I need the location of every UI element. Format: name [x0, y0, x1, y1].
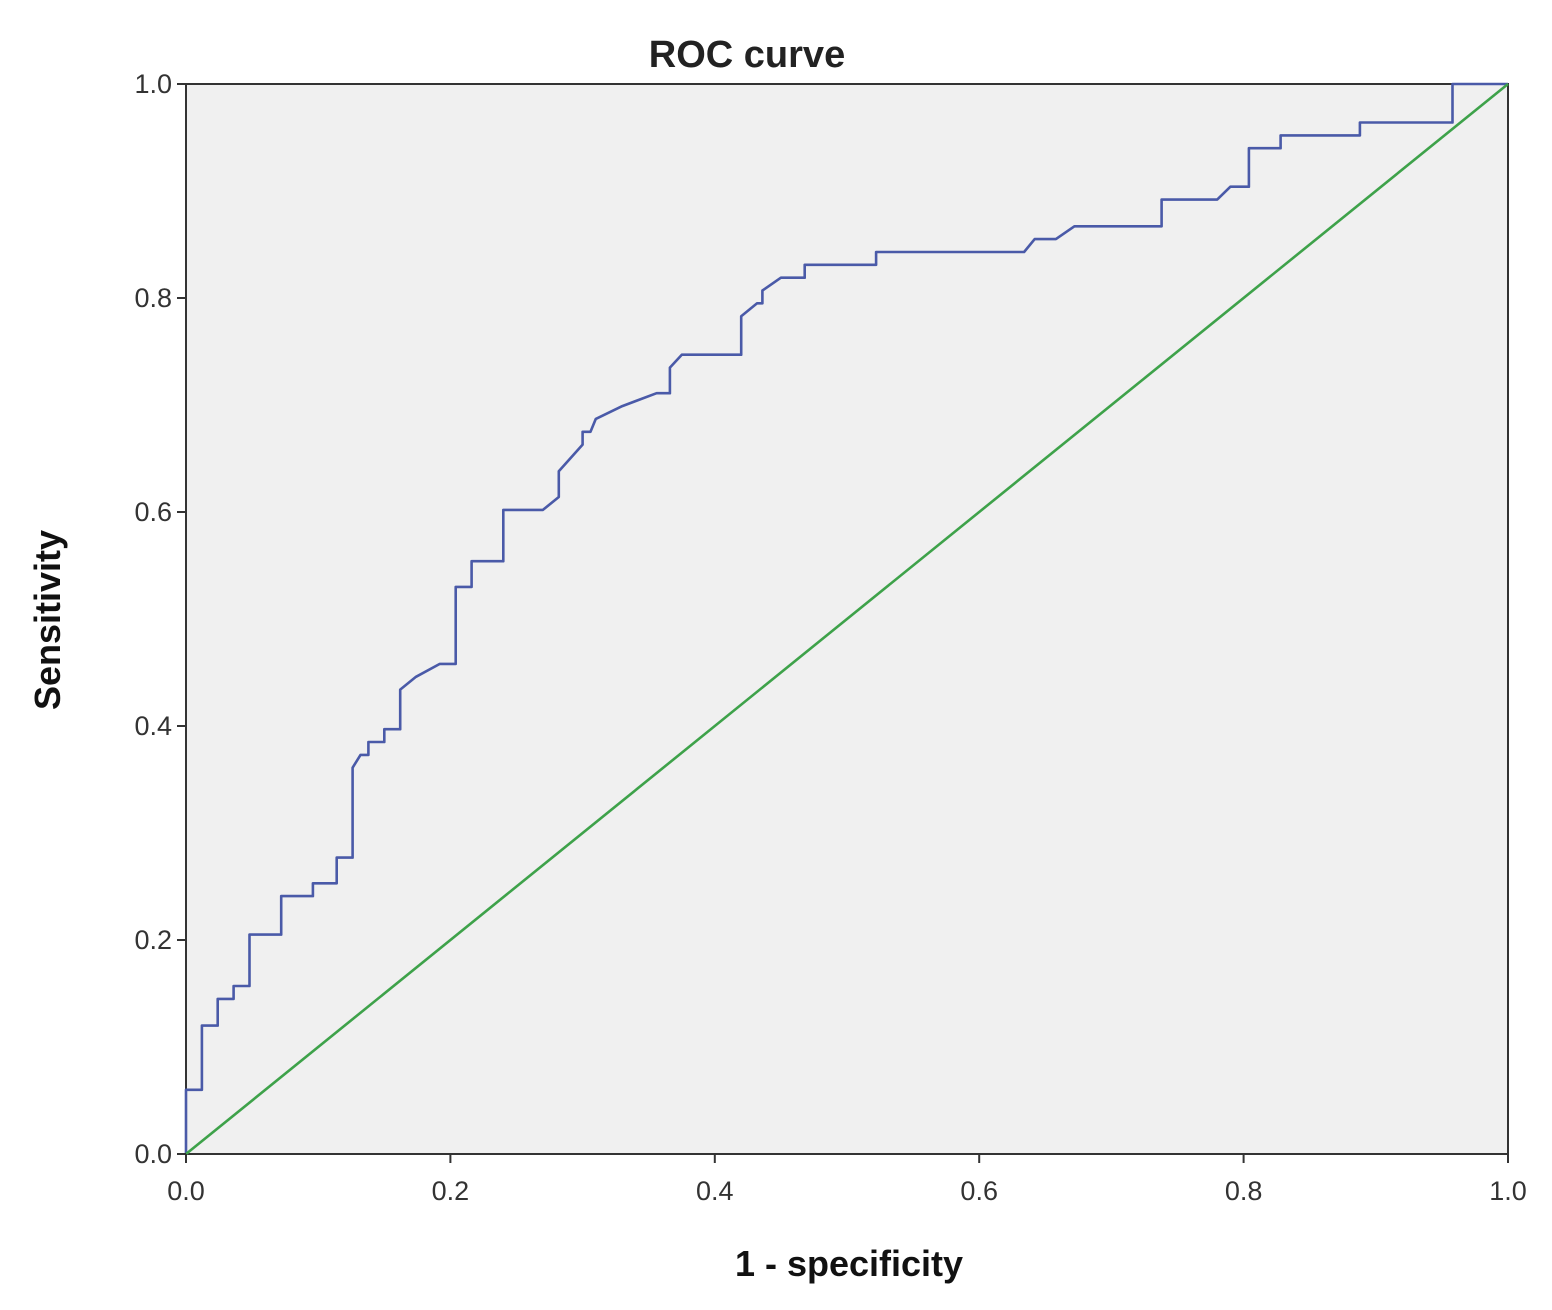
- x-tick-label: 0.8: [1225, 1176, 1263, 1206]
- y-axis-label: Sensitivity: [27, 530, 68, 710]
- roc-curve-line: [184, 82, 1508, 1154]
- x-axis-label: 1 - specificity: [735, 1243, 963, 1284]
- y-tick-label: 1.0: [134, 69, 172, 99]
- y-tick-label: 0.6: [134, 497, 172, 527]
- ticks-layer: 0.0 0.2 0.4 0.6 0.8 1.0 0.0 0.2 0.4 0.6 0.8 1.0: [134, 69, 1526, 1206]
- chart-title: ROC curve: [649, 34, 845, 76]
- y-tick-label: 0.4: [134, 711, 172, 741]
- x-tick-label: 1.0: [1489, 1176, 1527, 1206]
- series-layer: [184, 82, 1509, 1156]
- reference-diagonal-line: [185, 82, 1509, 1156]
- x-tick-label: 0.6: [960, 1176, 998, 1206]
- x-tick-label: 0.2: [432, 1176, 470, 1206]
- y-tick-label: 0.8: [134, 283, 172, 313]
- y-tick-label: 0.2: [134, 925, 172, 955]
- x-tick-label: 0.4: [696, 1176, 734, 1206]
- x-tick-label: 0.0: [167, 1176, 205, 1206]
- y-tick-label: 0.0: [134, 1139, 172, 1169]
